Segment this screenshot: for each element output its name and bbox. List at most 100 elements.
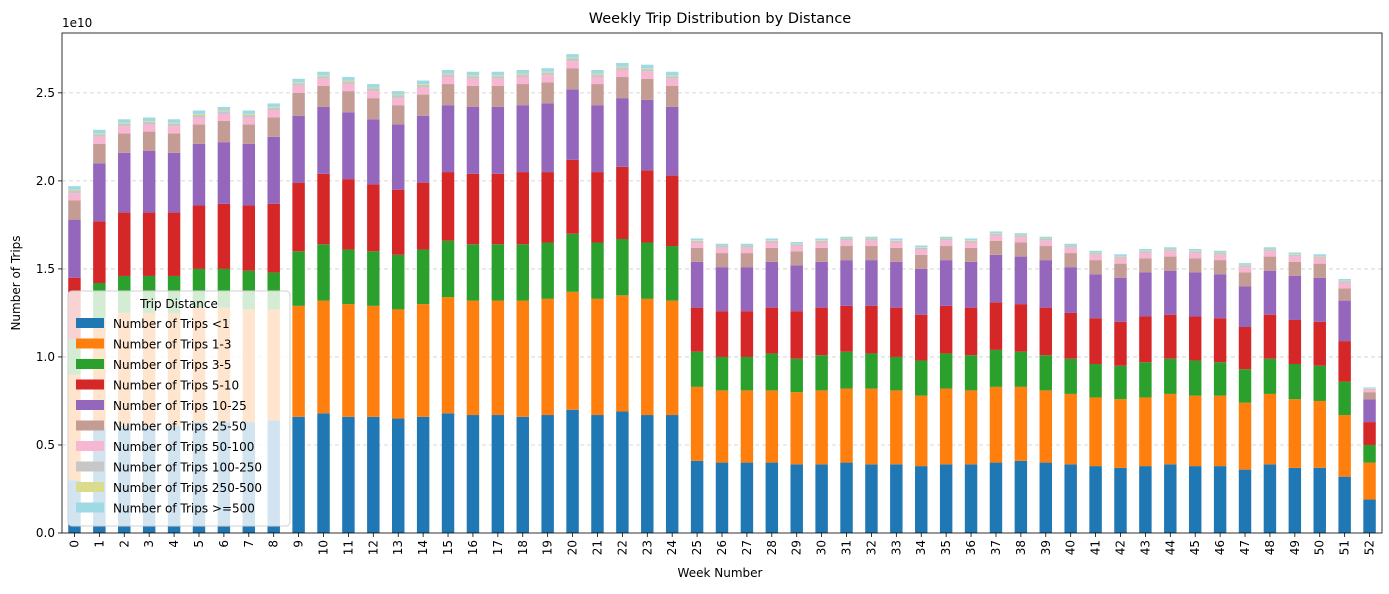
bar-segment [541, 73, 553, 76]
bar-segment [1289, 320, 1301, 364]
bar-segment [467, 107, 479, 174]
bar-segment [741, 244, 753, 246]
bar-segment [790, 392, 802, 464]
bar-segment [915, 248, 927, 250]
bar-segment [566, 410, 578, 533]
bar-segment [965, 308, 977, 356]
bar-segment [243, 114, 255, 115]
bar-segment [790, 464, 802, 533]
bar-segment [566, 58, 578, 59]
bar-stack-week-34 [915, 246, 927, 534]
bar-segment [1189, 360, 1201, 395]
bar-stack-week-30 [815, 238, 827, 533]
bar-segment [1214, 260, 1226, 274]
bar-stack-week-17 [492, 72, 504, 533]
bar-segment [990, 235, 1002, 240]
bar-segment [940, 238, 952, 239]
bar-segment [243, 110, 255, 114]
bar-segment [218, 114, 230, 121]
bar-segment [1189, 466, 1201, 533]
bar-segment [1264, 249, 1276, 250]
bar-segment [1139, 316, 1151, 362]
bar-segment [1139, 253, 1151, 258]
bar-segment [342, 304, 354, 417]
bar-segment [666, 246, 678, 301]
bar-segment [616, 167, 628, 239]
bar-segment [840, 463, 852, 533]
bar-segment [940, 239, 952, 241]
bar-segment [840, 306, 852, 352]
bar-segment [666, 76, 678, 79]
x-tick-label: 38 [1014, 540, 1028, 555]
bar-segment [541, 72, 553, 73]
x-tick-label: 49 [1288, 540, 1302, 555]
bar-segment [666, 176, 678, 246]
bar-stack-week-25 [691, 238, 703, 533]
bar-segment [741, 267, 753, 311]
bar-segment [1338, 341, 1350, 381]
bar-stack-week-15 [442, 70, 454, 533]
legend-entry-label: Number of Trips 5-10 [113, 379, 239, 393]
bar-segment [1189, 251, 1201, 253]
bar-segment [417, 84, 429, 85]
bar-stack-week-18 [517, 70, 529, 533]
x-tick-label: 2 [117, 540, 131, 548]
bar-segment [1040, 308, 1052, 356]
bar-segment [541, 415, 553, 533]
bar-segment [641, 100, 653, 170]
bar-segment [741, 357, 753, 390]
bar-segment [766, 238, 778, 240]
bar-segment [641, 69, 653, 72]
bar-segment [541, 103, 553, 172]
bar-segment [1289, 399, 1301, 468]
bar-stack-week-14 [417, 81, 429, 533]
bar-segment [442, 297, 454, 413]
bar-segment [1214, 253, 1226, 254]
bar-segment [1338, 288, 1350, 300]
bar-stack-week-47 [1239, 263, 1251, 533]
bar-stack-week-28 [766, 238, 778, 533]
bar-segment [1114, 257, 1126, 259]
bar-segment [1139, 362, 1151, 397]
x-tick-label: 7 [242, 540, 256, 548]
bar-segment [691, 387, 703, 461]
legend-swatch [76, 482, 104, 492]
bar-segment [1264, 251, 1276, 256]
bar-segment [517, 74, 529, 77]
bar-segment [93, 133, 105, 134]
bar-segment [342, 91, 354, 112]
bar-segment [218, 204, 230, 269]
bar-segment [1139, 251, 1151, 252]
bar-segment [143, 132, 155, 151]
bar-segment [641, 68, 653, 69]
bar-segment [641, 299, 653, 415]
bar-segment [790, 265, 802, 311]
bar-segment [915, 246, 927, 248]
bar-segment [1363, 463, 1375, 500]
bar-stack-week-44 [1164, 247, 1176, 533]
x-tick-label: 36 [964, 540, 978, 555]
bar-segment [766, 248, 778, 262]
bar-segment [940, 464, 952, 533]
bar-segment [492, 174, 504, 244]
legend-entry-label: Number of Trips 1-3 [113, 338, 232, 352]
bar-segment [392, 190, 404, 255]
bar-segment [1164, 464, 1176, 533]
bar-segment [1363, 387, 1375, 388]
bar-segment [1064, 253, 1076, 267]
bar-segment [1064, 246, 1076, 248]
bar-segment [392, 95, 404, 96]
bar-segment [616, 412, 628, 533]
bar-segment [965, 262, 977, 308]
bar-segment [716, 390, 728, 462]
bar-stack-week-19 [541, 68, 553, 533]
bar-segment [492, 415, 504, 533]
bar-segment [815, 390, 827, 464]
bar-segment [766, 243, 778, 248]
x-tick-label: 50 [1313, 540, 1327, 555]
bar-segment [267, 103, 279, 107]
bar-segment [741, 390, 753, 462]
bar-segment [292, 183, 304, 252]
bar-segment [840, 241, 852, 246]
bar-segment [143, 125, 155, 132]
